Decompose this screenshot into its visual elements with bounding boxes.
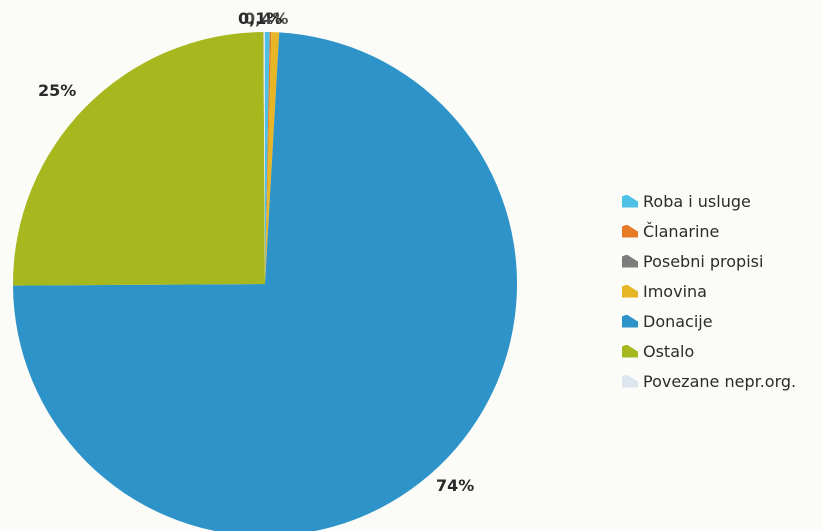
legend: Roba i usluge Članarine Posebni propisi Imo…	[622, 186, 796, 396]
legend-label: Članarine	[643, 221, 720, 241]
legend-item: Posebni propisi	[622, 246, 796, 276]
legend-swatch	[622, 374, 638, 388]
pie-slice-donacije	[13, 32, 517, 531]
legend-label: Roba i usluge	[643, 191, 751, 211]
legend-item: Članarine	[622, 216, 796, 246]
pie-slice-imovina	[265, 32, 280, 284]
legend-label: Ostalo	[643, 341, 695, 361]
slice-label: 74%	[436, 476, 474, 495]
legend-item: Donacije	[622, 306, 796, 336]
legend-swatch	[622, 344, 638, 358]
pie-slice-roba-i-usluge	[265, 32, 270, 284]
slice-label: 25%	[38, 81, 76, 100]
legend-item: Ostalo	[622, 336, 796, 366]
legend-item: Povezane nepr.org.	[622, 366, 796, 396]
legend-item: Imovina	[622, 276, 796, 306]
legend-label: Povezane nepr.org.	[643, 371, 797, 391]
legend-item: Roba i usluge	[622, 186, 796, 216]
pie-slice--lanarine	[265, 32, 272, 284]
top-slice-label: 0,1%	[238, 9, 282, 28]
legend-label: Donacije	[643, 311, 713, 331]
top-slice-label: 0,4%	[244, 9, 288, 28]
legend-swatch	[622, 194, 638, 208]
legend-label: Imovina	[643, 281, 707, 301]
legend-label: Posebni propisi	[643, 251, 764, 271]
legend-swatch	[622, 254, 638, 268]
legend-swatch	[622, 224, 638, 238]
legend-swatch	[622, 284, 638, 298]
legend-swatch	[622, 314, 638, 328]
pie-slice-povezane-nepr-org-	[263, 32, 265, 284]
pie-slice-ostalo	[13, 32, 265, 286]
